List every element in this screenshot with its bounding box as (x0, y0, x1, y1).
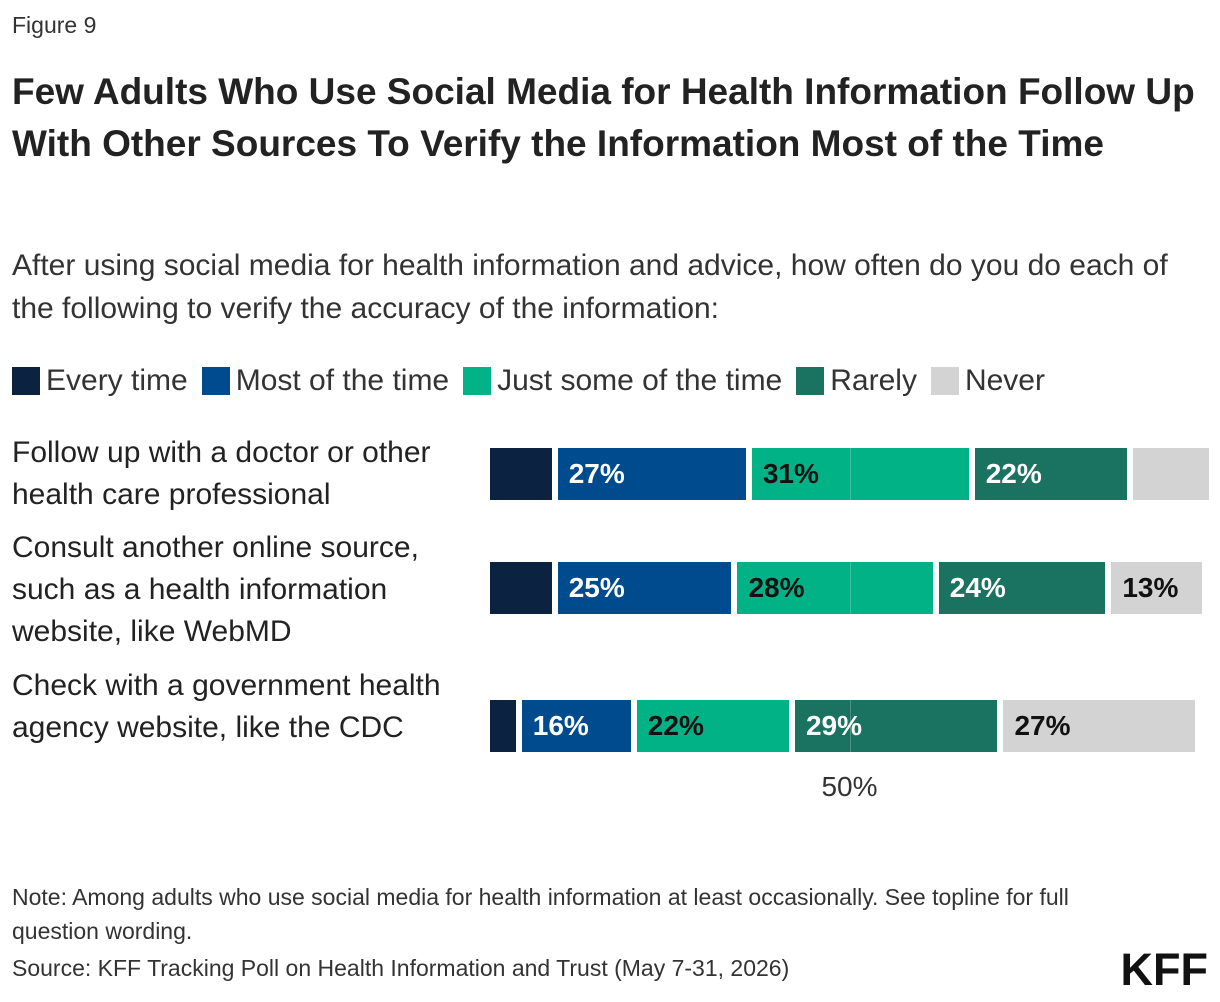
category-label: Consult another online source, such as a… (12, 531, 419, 648)
category-label: Check with a government health agency we… (12, 669, 441, 744)
chart-title: Few Adults Who Use Social Media for Heal… (12, 71, 1195, 164)
data-label: 29% (805, 710, 863, 741)
legend-swatch (796, 367, 825, 395)
bar-segment: 28% (737, 562, 933, 614)
chart-note: Note: Among adults who use social media … (12, 884, 1069, 944)
bar-segment: 22% (974, 448, 1127, 500)
bar-row: 25% 28% 24% 13% (490, 562, 1209, 614)
plot-area: 27% 31% 22% 25% 28% 24% 13% 16% 22% 29% 27% (490, 420, 1209, 760)
legend-swatch (12, 367, 40, 395)
bar-segment: 29% (794, 700, 998, 752)
bar-segment: 16% (521, 700, 631, 752)
bar-segment: 27% (1003, 700, 1195, 752)
bar-segment: 24% (938, 562, 1106, 614)
bar-segment (490, 700, 516, 752)
bar-segment: 22% (636, 700, 789, 752)
bar-segment: 25% (557, 562, 732, 614)
bar-segment (490, 562, 552, 614)
data-label: 28% (748, 572, 805, 603)
kff-logo: KFF (1120, 944, 1208, 995)
legend-label: Most of the time (235, 364, 450, 397)
data-label: 22% (985, 458, 1042, 489)
legend-item: Just some of the time (463, 364, 782, 398)
legend: Every time Most of the time Just some of t… (12, 364, 1212, 398)
data-label: 24% (949, 572, 1006, 603)
x-tick-label: 50% (821, 771, 878, 802)
data-label: 22% (647, 710, 704, 741)
legend-item: Rarely (796, 364, 917, 398)
legend-label: Rarely (830, 364, 917, 397)
chart-source: Source: KFF Tracking Poll on Health Info… (12, 955, 790, 981)
category-label: Follow up with a doctor or other health … (12, 436, 431, 511)
bar-row: 27% 31% 22% (490, 448, 1209, 500)
legend-label: Just some of the time (497, 364, 783, 397)
legend-label: Never (964, 364, 1045, 397)
bar-segment: 31% (751, 448, 969, 500)
bar-row: 16% 22% 29% 27% (490, 700, 1209, 752)
legend-item: Most of the time (201, 364, 450, 398)
bar-segment (490, 448, 552, 500)
data-label: 13% (1122, 572, 1179, 603)
legend-item: Never (930, 364, 1045, 398)
bar-segment: 13% (1111, 562, 1202, 614)
figure-label: Figure 9 (12, 12, 97, 38)
legend-swatch (201, 367, 230, 395)
data-label: 16% (532, 710, 589, 741)
data-label: 27% (568, 458, 625, 489)
bar-segment (1132, 448, 1209, 500)
legend-swatch (930, 367, 959, 395)
legend-swatch (463, 367, 492, 395)
data-label: 27% (1014, 710, 1071, 741)
bar-segment: 27% (557, 448, 746, 500)
data-label: 31% (762, 458, 819, 489)
chart-subtitle: After using social media for health info… (12, 249, 1168, 325)
legend-item: Every time (12, 364, 188, 398)
data-label: 25% (568, 572, 625, 603)
legend-label: Every time (46, 364, 188, 397)
